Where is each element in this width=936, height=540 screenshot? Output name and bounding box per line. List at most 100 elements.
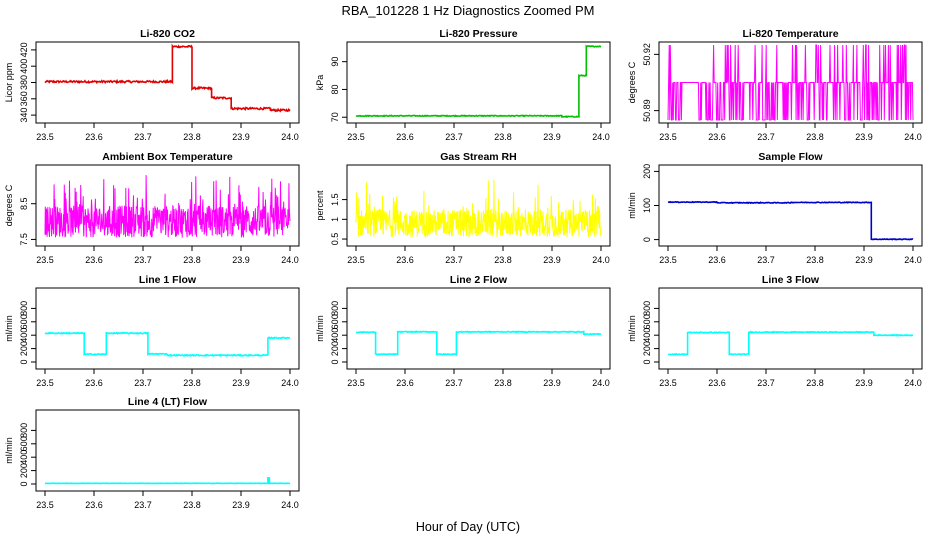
y-tick-label: 0.5 (330, 233, 340, 246)
y-tick-label: 200 (642, 341, 652, 356)
x-tick-label: 23.8 (806, 132, 824, 142)
x-tick-label: 23.6 (85, 255, 103, 265)
x-tick-label: 23.8 (183, 378, 201, 388)
y-tick-label: 80 (330, 84, 340, 94)
x-tick-label: 23.5 (36, 132, 54, 142)
x-tick-label: 23.5 (36, 500, 54, 510)
y-tick-label: 400 (19, 59, 29, 74)
x-tick-label: 23.7 (757, 378, 775, 388)
y-tick-label: 400 (642, 328, 652, 343)
y-axis-label: Licor ppm (4, 63, 14, 103)
y-tick-label: 100 (642, 198, 652, 213)
y-tick-label: 90 (330, 57, 340, 67)
x-tick-label: 23.7 (757, 132, 775, 142)
series-line (667, 330, 914, 356)
x-tick-label: 23.9 (232, 378, 250, 388)
x-tick-label: 23.7 (134, 500, 152, 510)
y-tick-label: 200 (19, 463, 29, 478)
y-tick-label: 0 (19, 359, 29, 364)
panel-title: Sample Flow (758, 151, 823, 163)
x-tick-label: 24.0 (904, 378, 922, 388)
plot-frame (658, 41, 923, 124)
plot-frame (35, 287, 300, 370)
y-tick-label: 360 (19, 91, 29, 106)
y-tick-label: 0 (642, 237, 652, 242)
series-line (44, 476, 291, 485)
y-axis-label: degrees C (4, 184, 14, 226)
x-tick-label: 23.5 (659, 378, 677, 388)
x-tick-label: 23.5 (347, 378, 365, 388)
panel-gas-stream-rh: Gas Stream RH percent 23.5 23.6 23.7 23.8 23.9… (315, 151, 611, 265)
panel-li-820-temperature: Li-820 Temperature degrees C 23.5 23.6 23.7 2… (627, 28, 923, 142)
series-line (667, 44, 914, 121)
x-tick-label: 23.9 (543, 132, 561, 142)
x-tick-label: 24.0 (592, 255, 610, 265)
panel-title: Line 4 (LT) Flow (128, 396, 208, 408)
x-tick-label: 23.6 (396, 132, 414, 142)
panel-title: Li-820 Temperature (742, 28, 838, 40)
y-axis-label: degrees C (627, 61, 637, 103)
y-tick-label: 0 (19, 481, 29, 486)
y-tick-label: 1.5 (330, 193, 340, 206)
x-tick-label: 23.7 (134, 255, 152, 265)
x-tick-label: 23.9 (855, 378, 873, 388)
x-tick-label: 24.0 (281, 378, 299, 388)
x-tick-label: 24.0 (592, 132, 610, 142)
y-tick-label: 400 (330, 328, 340, 343)
y-tick-label: 400 (19, 450, 29, 465)
x-tick-label: 24.0 (281, 500, 299, 510)
plot-frame (346, 164, 611, 247)
x-tick-label: 24.0 (904, 132, 922, 142)
panel-line-1-flow: Line 1 Flow ml/min 23.5 23.6 23.7 23.8 23.9 24.… (4, 274, 300, 388)
plot-frame (658, 164, 923, 247)
series-line (355, 44, 602, 119)
figure-title: RBA_101228 1 Hz Diagnostics Zoomed PM (342, 3, 595, 18)
series-line (44, 331, 291, 358)
y-axis-label: ml/min (4, 437, 14, 464)
x-tick-label: 23.8 (183, 500, 201, 510)
series-line (667, 200, 914, 241)
y-tick-label: 1 (330, 217, 340, 222)
y-tick-label: 420 (19, 42, 29, 57)
x-tick-label: 23.8 (494, 378, 512, 388)
x-tick-label: 23.9 (855, 132, 873, 142)
y-tick-label: 600 (330, 314, 340, 329)
panel-title: Li-820 Pressure (439, 28, 517, 40)
panel-title: Line 2 Flow (450, 274, 508, 286)
y-tick-label: 0 (642, 359, 652, 364)
x-tick-label: 23.6 (396, 255, 414, 265)
x-tick-label: 23.8 (806, 255, 824, 265)
plot-frame (346, 287, 611, 370)
x-tick-label: 23.5 (347, 132, 365, 142)
x-tick-label: 23.6 (708, 255, 726, 265)
y-tick-label: 200 (330, 341, 340, 356)
x-tick-label: 23.9 (543, 255, 561, 265)
y-tick-label: 50.92 (642, 43, 652, 66)
plot-frame (658, 287, 923, 370)
y-tick-label: 800 (642, 301, 652, 316)
y-tick-label: 600 (19, 314, 29, 329)
x-tick-label: 23.8 (183, 132, 201, 142)
panel-line-3-flow: Line 3 Flow ml/min 23.5 23.6 23.7 23.8 23.9 24.… (627, 274, 923, 388)
x-tick-label: 23.9 (232, 500, 250, 510)
figure-xlabel: Hour of Day (UTC) (416, 520, 520, 534)
x-tick-label: 23.9 (232, 132, 250, 142)
y-tick-label: 8.5 (19, 197, 29, 210)
panel-title: Gas Stream RH (440, 151, 516, 163)
y-axis-label: ml/min (315, 315, 325, 342)
panel-title: Line 3 Flow (762, 274, 820, 286)
y-tick-label: 200 (642, 164, 652, 179)
plot-frame (346, 41, 611, 124)
series-line (44, 43, 291, 113)
y-tick-label: 800 (19, 423, 29, 438)
x-tick-label: 23.9 (543, 378, 561, 388)
series-line (356, 330, 602, 357)
panel-line-4-lt-flow: Line 4 (LT) Flow ml/min 23.5 23.6 23.7 23.8 23… (4, 396, 300, 510)
y-tick-label: 800 (330, 301, 340, 316)
x-tick-label: 23.8 (183, 255, 201, 265)
x-tick-label: 23.6 (85, 500, 103, 510)
y-axis-label: ml/min (4, 315, 14, 342)
y-tick-label: 600 (19, 436, 29, 451)
plot-frame (35, 409, 300, 492)
